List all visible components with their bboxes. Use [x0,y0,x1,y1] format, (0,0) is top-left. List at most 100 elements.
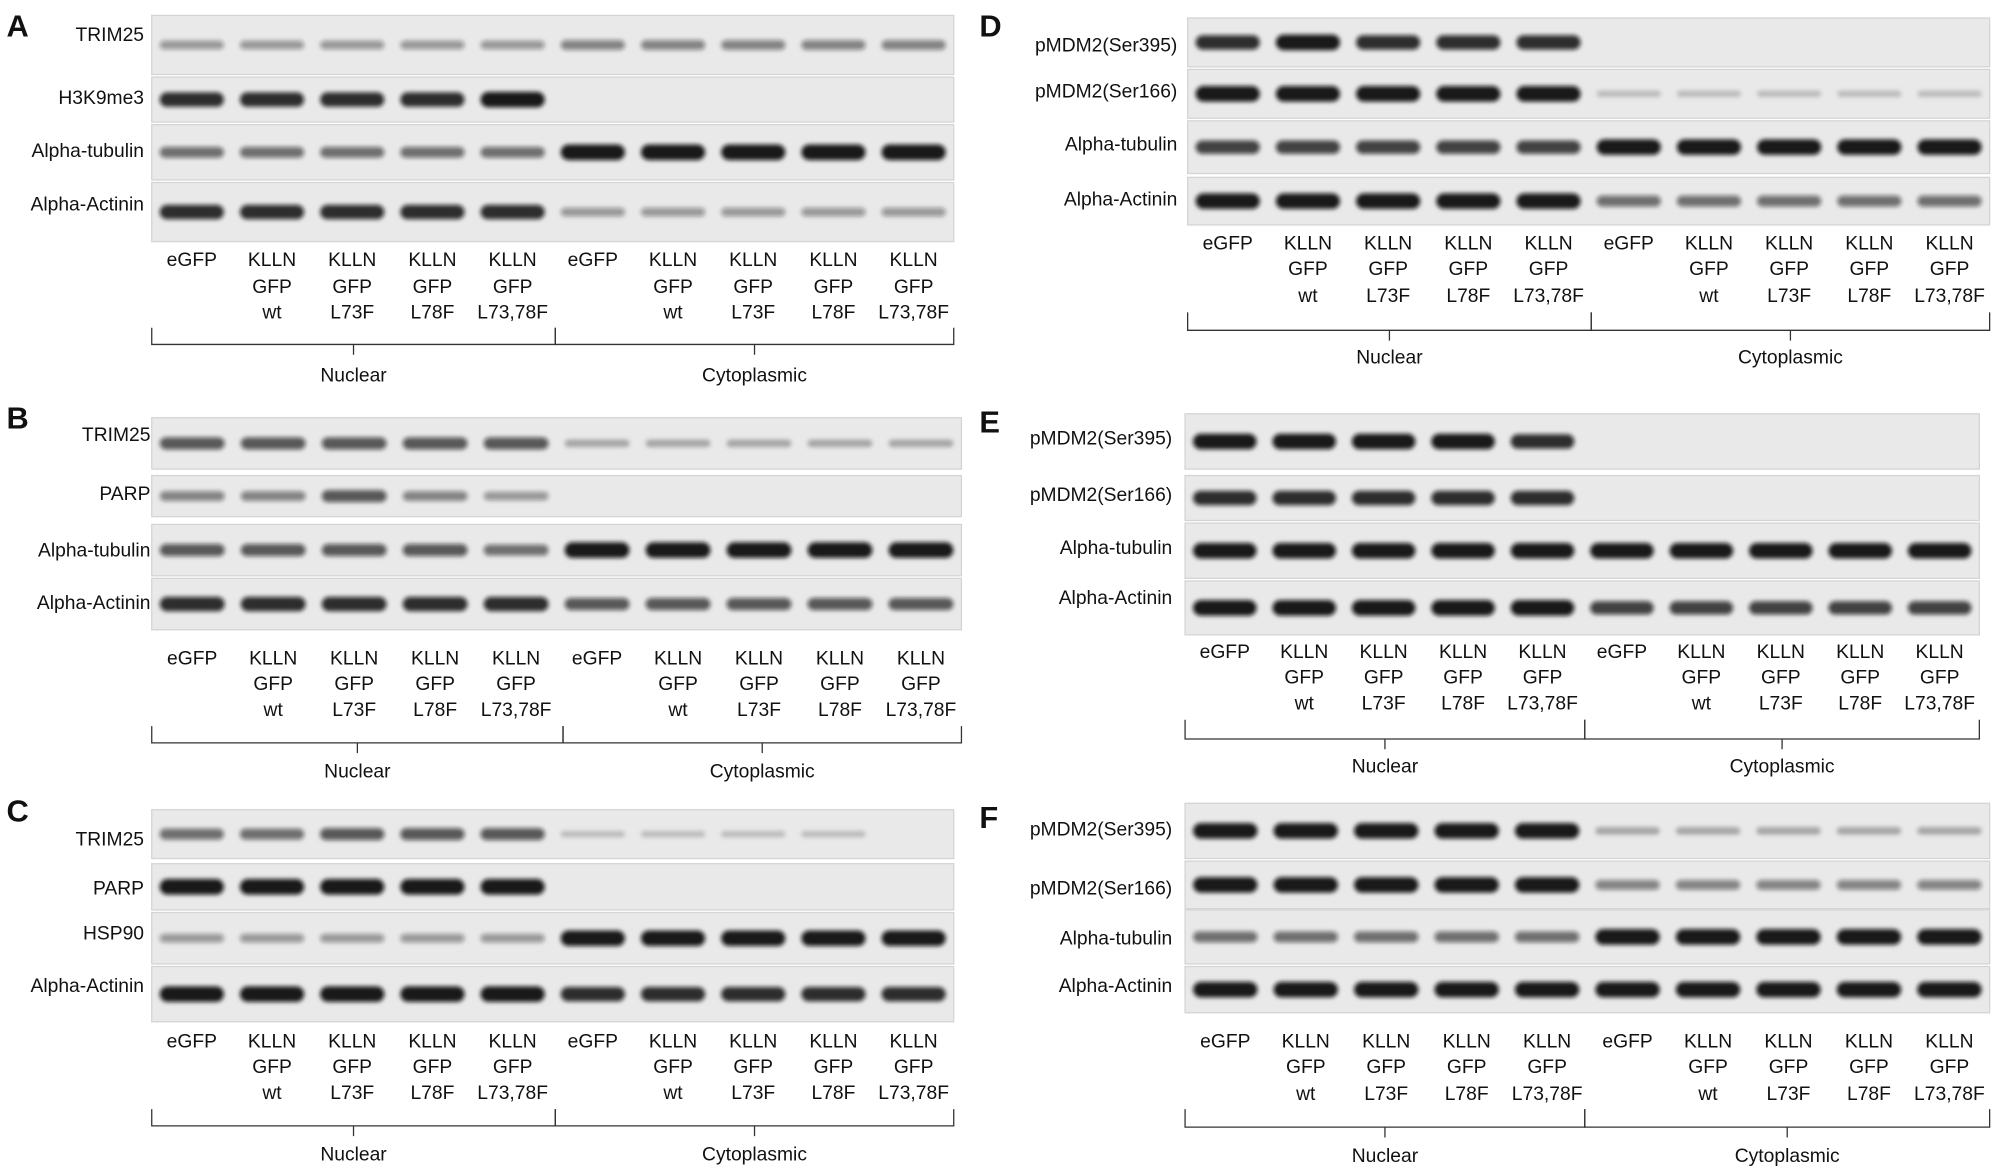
panel-letter: A [7,8,29,43]
lane-label: L78F [413,700,457,721]
lane-label: GFP [493,1057,533,1078]
band [1436,86,1501,102]
band [721,144,786,161]
lane-label: L73F [1362,693,1406,714]
band [560,144,625,161]
lane-label: KLLN [1925,1031,1973,1052]
band [801,207,866,217]
band [1836,880,1902,890]
band [1516,193,1581,209]
row-label: Alpha-tubulin [1060,929,1172,950]
lane-label: GFP [1527,1057,1567,1078]
lane-label: KLLN [408,250,456,271]
lane-label: GFP [894,277,934,298]
band [1675,981,1741,998]
band [1273,981,1338,998]
band [321,490,387,503]
band [480,933,545,943]
band [239,828,305,840]
lane-label: KLLN [1836,642,1884,663]
band [1510,542,1575,559]
lane-label: L73,78F [878,303,949,324]
lane-label: KLLN [1764,1031,1812,1052]
band [888,439,954,448]
band [1836,827,1902,835]
panel-letter: F [979,800,998,835]
lane-label: KLLN [1523,1031,1571,1052]
band [1836,929,1902,945]
band [1354,823,1419,839]
lane-label: GFP [733,277,773,298]
lane-label: wt [1295,1084,1316,1105]
bracket [1584,719,1980,750]
bracket [554,327,955,355]
band [1757,139,1822,155]
band [1275,193,1341,209]
lane-label: GFP [894,1057,934,1078]
lane-label: L78F [811,303,855,324]
lane-label: KLLN [249,648,297,669]
band [721,830,786,838]
lane-label: GFP [415,674,455,695]
lane-label: eGFP [1203,233,1253,254]
row-label: pMDM2(Ser166) [1030,878,1172,899]
band [320,986,385,1002]
band [801,40,866,50]
band [320,879,385,895]
band [480,828,545,841]
band [640,830,706,838]
band [402,491,468,501]
band [402,437,468,450]
lane-label: wt [667,700,688,721]
lane-label: KLLN [489,1031,537,1052]
row-label: Alpha-Actinin [37,593,151,614]
band [1436,140,1501,154]
lane-label: GFP [1368,259,1408,280]
lane-label: KLLN [649,1031,697,1052]
lane-label: KLLN [1845,233,1893,254]
lane-label: GFP [1769,1057,1809,1078]
band [400,92,465,107]
band [1669,542,1734,559]
lane-label: L78F [1441,693,1485,714]
band [1514,823,1580,839]
lane-label: L73F [737,700,781,721]
band [1837,139,1902,155]
band [1354,931,1419,943]
lane-label: KLLN [1757,642,1805,663]
band [721,930,786,947]
panel-letter: D [979,8,1001,43]
band [240,596,306,612]
lane-label: GFP [1682,668,1722,689]
lane-label: eGFP [1602,1031,1652,1052]
band [400,828,465,841]
band [1756,827,1821,835]
band [1917,139,1982,155]
lane-label: KLLN [411,648,459,669]
band [480,146,545,158]
band [1756,880,1821,890]
lane-label: L78F [1445,1084,1489,1105]
lane-label: eGFP [167,250,217,271]
band [807,439,873,448]
lane-label: eGFP [1597,642,1647,663]
panel: A TRIM25 H3K9me3 Alpha-tubulin Alpha-Actinin… [7,8,955,387]
row-label: TRIM25 [76,830,145,851]
lane-label: KLLN [1677,642,1725,663]
lane-label: GFP [413,277,453,298]
band [640,207,706,217]
band [1749,542,1813,559]
lane-label: GFP [1286,1057,1326,1078]
bracket [151,726,564,754]
band [1356,35,1421,50]
lane-label: KLLN [1284,233,1332,254]
lane-label: KLLN [1439,642,1487,663]
lane-label: GFP [1449,259,1489,280]
band [1193,823,1258,839]
lane-label: L73,78F [1914,1084,1985,1105]
row-label: Alpha-tubulin [1065,134,1177,155]
band [400,879,465,895]
bracket [151,1109,556,1137]
lane-label: eGFP [1604,233,1654,254]
lane-label: GFP [1284,668,1324,689]
